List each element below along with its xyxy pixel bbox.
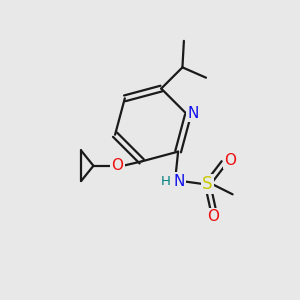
Text: O: O	[224, 153, 236, 168]
Text: N: N	[173, 174, 184, 189]
Text: O: O	[207, 209, 219, 224]
Text: N: N	[188, 106, 199, 121]
Text: O: O	[112, 158, 124, 173]
Text: H: H	[161, 175, 171, 188]
Text: S: S	[202, 175, 213, 193]
